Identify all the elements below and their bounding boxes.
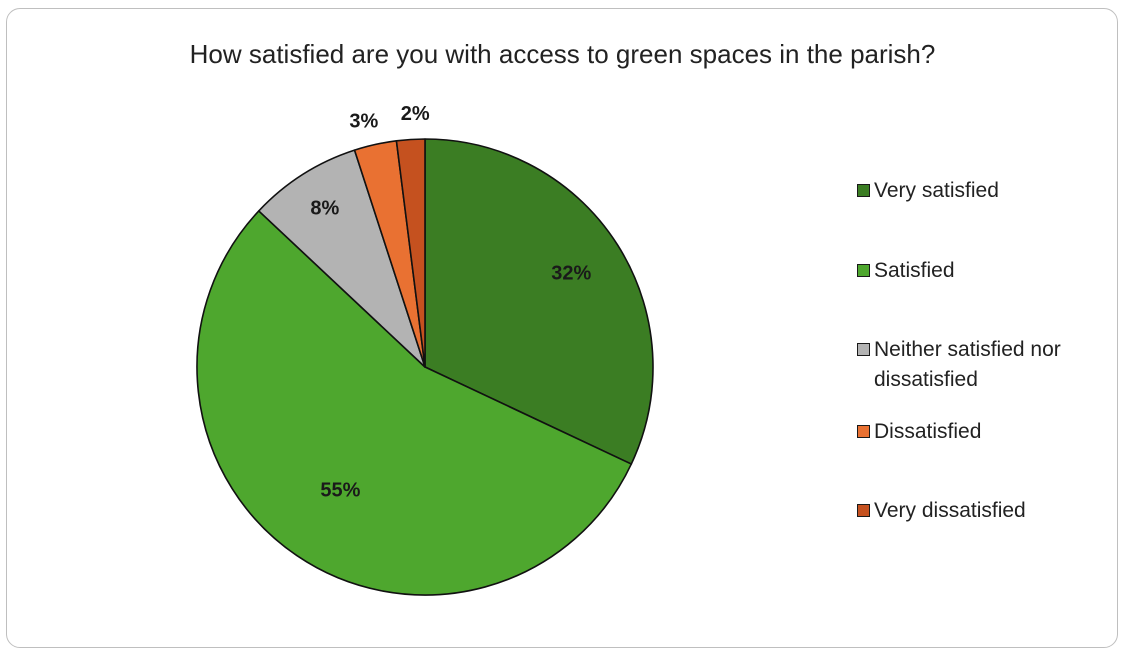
pie-slice-very-dissatisfied	[395, 138, 426, 368]
legend-swatch-neither	[857, 343, 870, 356]
legend-swatch-satisfied	[857, 264, 870, 277]
legend-item-very-dissatisfied: Very dissatisfied	[857, 496, 1074, 526]
data-label-very-satisfied: 32%	[551, 262, 591, 284]
legend-swatch-very-satisfied	[857, 184, 870, 197]
legend-swatch-dissatisfied	[857, 425, 870, 438]
legend-item-satisfied: Satisfied	[857, 256, 1074, 286]
pie-slice-neither	[257, 149, 426, 368]
pie-slice-very-satisfied	[424, 138, 654, 465]
legend-label-very-satisfied: Very satisfied	[874, 179, 999, 202]
data-label-very-dissatisfied: 2%	[401, 103, 430, 125]
legend-label-satisfied: Satisfied	[874, 259, 955, 282]
data-label-dissatisfied: 3%	[349, 110, 378, 132]
data-label-neither: 8%	[310, 197, 339, 219]
legend-item-dissatisfied: Dissatisfied	[857, 417, 1074, 447]
pie-slice-satisfied	[196, 210, 633, 596]
chart-legend: Very satisfied Satisfied Neither satisfi…	[857, 0, 1097, 652]
data-label-satisfied: 55%	[320, 480, 360, 502]
legend-item-neither: Neither satisfied nor dissatisfied	[857, 335, 1074, 395]
legend-label-dissatisfied: Dissatisfied	[874, 420, 982, 443]
legend-label-very-dissatisfied: Very dissatisfied	[874, 499, 1026, 522]
legend-item-very-satisfied: Very satisfied	[857, 176, 1074, 206]
legend-label-neither: Neither satisfied nor dissatisfied	[874, 338, 1061, 391]
legend-swatch-very-dissatisfied	[857, 504, 870, 517]
chart-title: How satisfied are you with access to gre…	[189, 39, 936, 69]
